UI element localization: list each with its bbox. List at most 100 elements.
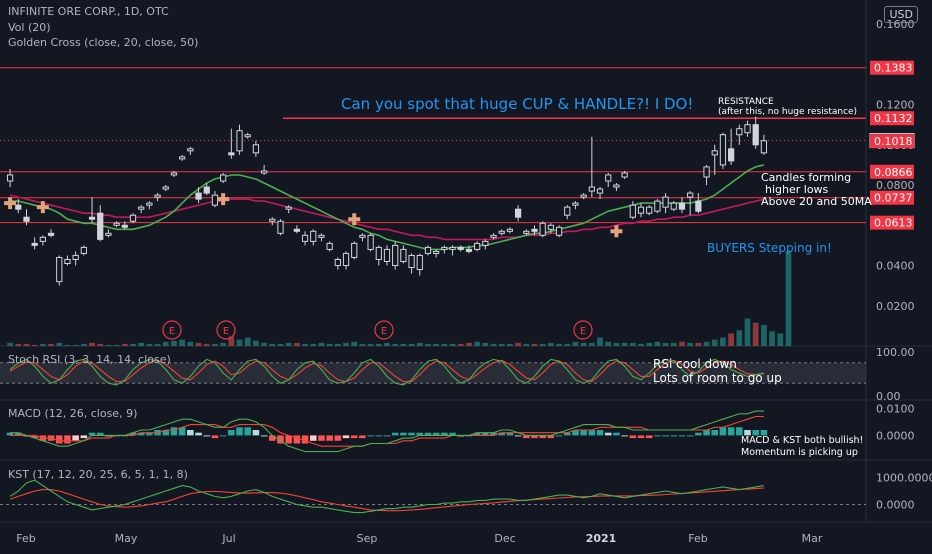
volume-bar	[334, 343, 341, 346]
candle-body	[678, 202, 686, 210]
volume-bar	[564, 343, 571, 346]
candle-body	[260, 170, 268, 174]
macd-histogram-bar	[596, 430, 604, 436]
macd-histogram-bar	[490, 432, 497, 436]
candle-body	[695, 200, 702, 212]
earnings-label: E	[169, 326, 175, 337]
volume-bar	[523, 343, 530, 346]
resistance-note-annotation: (after this, no huge resistance)	[718, 107, 857, 117]
volume-bar	[130, 343, 136, 346]
macd-histogram-bar	[473, 432, 481, 436]
macd-histogram-bar	[170, 427, 178, 436]
macd-histogram-bar	[309, 435, 317, 441]
macd-histogram-bar	[318, 435, 325, 441]
macd-annotation-1: MACD & KST both bullish!	[741, 435, 863, 446]
macd-histogram-bar	[703, 430, 710, 436]
candle-body	[367, 234, 374, 250]
volume-bar	[515, 342, 521, 346]
stoch-tick: 0.00	[876, 390, 901, 403]
volume-bar	[318, 342, 325, 346]
macd-histogram-bar	[613, 432, 620, 436]
macd-histogram-bar	[162, 430, 170, 436]
macd-histogram-bar	[342, 435, 350, 439]
volume-bar	[138, 342, 145, 346]
candle-body	[449, 246, 456, 250]
golden-cross-marker	[36, 201, 49, 214]
volume-bar	[23, 343, 30, 346]
volume-bar	[588, 342, 595, 346]
candle-body	[187, 148, 194, 152]
candle-body	[301, 234, 309, 242]
candle-body	[564, 206, 571, 216]
candle-body	[580, 194, 587, 198]
headline-annotation: Can you spot that huge CUP & HANDLE?! I …	[341, 95, 693, 113]
candle-body	[244, 134, 251, 138]
macd-histogram-bar	[178, 427, 186, 436]
kst-tick: 0.0000	[876, 499, 915, 512]
volume-bar	[498, 343, 505, 346]
macd-histogram-bar	[719, 427, 727, 436]
macd-histogram-bar	[326, 435, 333, 441]
macd-histogram-bar	[563, 432, 571, 436]
x-tick-label: 2021	[586, 532, 617, 545]
candle-body	[47, 232, 55, 236]
volume-bar	[416, 342, 423, 346]
candle-body	[179, 156, 186, 160]
candle-body	[506, 228, 514, 232]
macd-histogram-bar	[711, 430, 719, 436]
macd-histogram-bar	[514, 435, 522, 437]
volume-bar	[392, 343, 399, 346]
volume-bar	[244, 337, 251, 346]
stoch-d-line	[9, 359, 764, 383]
macd-histogram-bar	[547, 435, 555, 439]
volume-bar	[40, 343, 46, 346]
macd-histogram-bar	[432, 432, 440, 436]
volume-bar	[605, 341, 612, 346]
volume-bar	[162, 341, 169, 346]
macd-histogram-bar	[441, 432, 448, 436]
volume-bar	[294, 342, 300, 346]
candle-body	[637, 206, 645, 214]
macd-histogram-bar	[72, 435, 79, 441]
volume-bar	[482, 342, 489, 346]
candle-body	[744, 124, 751, 134]
candle-body	[728, 148, 735, 162]
volume-bar	[359, 343, 366, 346]
volume-bar	[343, 342, 349, 346]
golden-cross-marker	[217, 193, 230, 206]
volume-bar	[613, 342, 620, 346]
candle-body	[490, 234, 497, 238]
macd-histogram-bar	[678, 435, 686, 437]
stoch-band	[0, 362, 866, 384]
kst-tick: 1000.0000	[876, 472, 932, 485]
currency-button[interactable]: USD	[884, 6, 918, 23]
macd-line	[10, 410, 764, 453]
candles-annotation-2: higher lows	[765, 183, 829, 196]
kst-title: KST (17, 12, 20, 25, 6, 5, 1, 1, 8)	[8, 468, 188, 481]
volume-bar	[539, 343, 546, 346]
macd-histogram-bar	[269, 435, 276, 441]
candle-body	[719, 134, 727, 166]
candle-body	[64, 258, 71, 265]
volume-bar	[638, 343, 644, 346]
candle-body	[6, 174, 14, 182]
macd-histogram-bar	[588, 430, 596, 436]
candle-body	[342, 252, 350, 267]
macd-histogram-bar	[96, 432, 104, 436]
macd-histogram-bar	[531, 435, 538, 439]
volume-bar	[384, 342, 390, 346]
candle-body	[72, 254, 79, 260]
volume-bar	[572, 341, 579, 346]
macd-histogram-bar	[252, 430, 260, 436]
candle-body	[596, 188, 604, 194]
candle-body	[482, 240, 489, 246]
candle-body	[646, 206, 653, 214]
volume-bar	[441, 343, 448, 346]
candle-body	[474, 242, 481, 250]
macd-histogram-bar	[523, 435, 530, 439]
volume-bar	[375, 343, 382, 346]
candle-body	[613, 184, 620, 188]
